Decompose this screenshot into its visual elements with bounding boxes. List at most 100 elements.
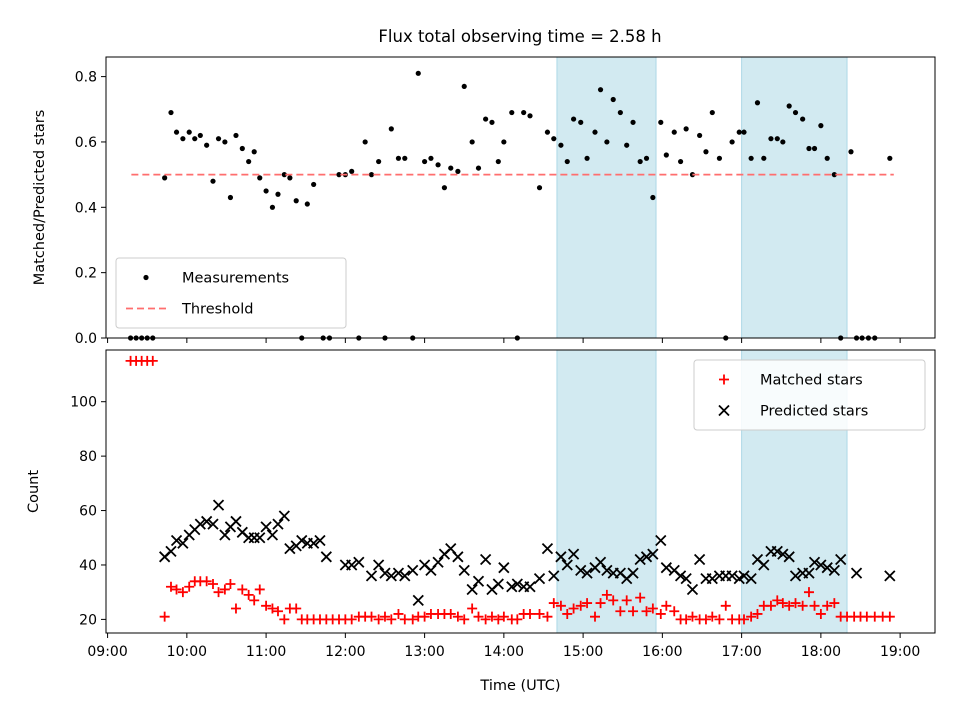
data-point	[661, 600, 672, 611]
data-point	[594, 556, 607, 568]
data-point	[824, 155, 830, 161]
data-point	[784, 600, 795, 611]
data-point	[412, 594, 424, 606]
data-point	[186, 129, 192, 135]
axes-frame	[105, 349, 936, 634]
data-point	[555, 551, 567, 563]
data-point	[884, 611, 895, 622]
legend-label: Matched stars	[760, 373, 863, 389]
data-point	[774, 136, 780, 142]
data-point	[194, 518, 206, 530]
data-point	[495, 158, 501, 165]
data-point	[541, 543, 554, 555]
data-point	[458, 564, 470, 577]
data-point	[808, 556, 821, 568]
data-point	[637, 158, 643, 165]
data-point	[415, 70, 421, 76]
data-point	[700, 614, 711, 625]
y-tick-label: 0.8	[75, 70, 97, 86]
data-point	[581, 567, 593, 579]
data-point	[230, 603, 241, 614]
data-point	[887, 155, 893, 161]
data-point	[850, 567, 863, 579]
y-tick-label: 0.0	[75, 331, 97, 347]
data-point	[162, 175, 168, 181]
data-point	[829, 598, 840, 609]
data-point	[213, 587, 224, 598]
data-point	[835, 553, 847, 566]
data-point	[595, 598, 606, 609]
x-tick-label: 11:00	[246, 644, 286, 660]
data-point	[592, 129, 598, 135]
data-point	[578, 119, 584, 125]
data-point	[647, 548, 659, 560]
data-point	[459, 614, 470, 625]
data-point	[815, 559, 827, 571]
data-point	[617, 109, 623, 116]
data-point	[219, 584, 230, 595]
data-point	[184, 581, 195, 592]
data-point	[204, 142, 210, 148]
data-point	[192, 136, 198, 142]
data-point	[480, 614, 491, 625]
data-point	[716, 155, 723, 161]
data-point	[233, 132, 239, 139]
data-point	[831, 172, 837, 178]
data-point	[610, 96, 616, 103]
data-point	[608, 595, 619, 606]
data-point	[693, 553, 706, 566]
x-tick-label: 18:00	[801, 644, 841, 660]
data-point	[758, 559, 770, 571]
data-point	[428, 155, 434, 161]
data-point	[308, 537, 320, 549]
data-point	[407, 614, 418, 625]
data-point	[422, 158, 428, 165]
data-point	[445, 608, 456, 619]
data-point	[475, 165, 482, 171]
data-point	[655, 608, 666, 619]
data-point	[555, 600, 566, 611]
data-point	[291, 603, 302, 614]
data-point	[729, 139, 735, 145]
data-point	[761, 155, 767, 161]
data-point	[768, 136, 774, 142]
data-point	[571, 116, 577, 122]
data-point	[466, 583, 478, 596]
data-point	[621, 595, 632, 606]
data-point	[601, 564, 613, 577]
data-point	[811, 145, 818, 152]
data-point	[432, 556, 444, 568]
y-tick-label: 100	[70, 395, 97, 411]
data-point	[267, 603, 278, 614]
data-point	[703, 149, 709, 155]
data-point	[296, 534, 308, 547]
data-point	[246, 158, 252, 165]
data-point	[815, 608, 826, 619]
data-point	[544, 129, 551, 135]
data-point	[687, 611, 698, 622]
legend-label: Threshold	[181, 302, 253, 318]
data-point	[669, 606, 680, 617]
data-point	[548, 570, 560, 582]
data-point	[177, 587, 188, 598]
data-point	[683, 126, 689, 132]
data-point	[748, 155, 754, 161]
y-tick-label: 0.4	[75, 200, 97, 216]
data-point	[498, 562, 510, 574]
data-point	[201, 576, 212, 587]
data-point	[752, 608, 763, 619]
data-point	[615, 606, 626, 617]
data-point	[251, 149, 257, 155]
data-point	[567, 548, 580, 560]
data-point	[385, 570, 397, 582]
data-point	[366, 611, 377, 622]
data-point	[589, 611, 600, 622]
data-point	[674, 570, 687, 582]
data-point	[780, 139, 786, 145]
data-point	[388, 126, 394, 132]
data-point	[777, 598, 788, 609]
data-point	[772, 595, 783, 606]
data-point	[257, 175, 263, 181]
data-point	[467, 603, 478, 614]
data-point	[279, 614, 290, 625]
